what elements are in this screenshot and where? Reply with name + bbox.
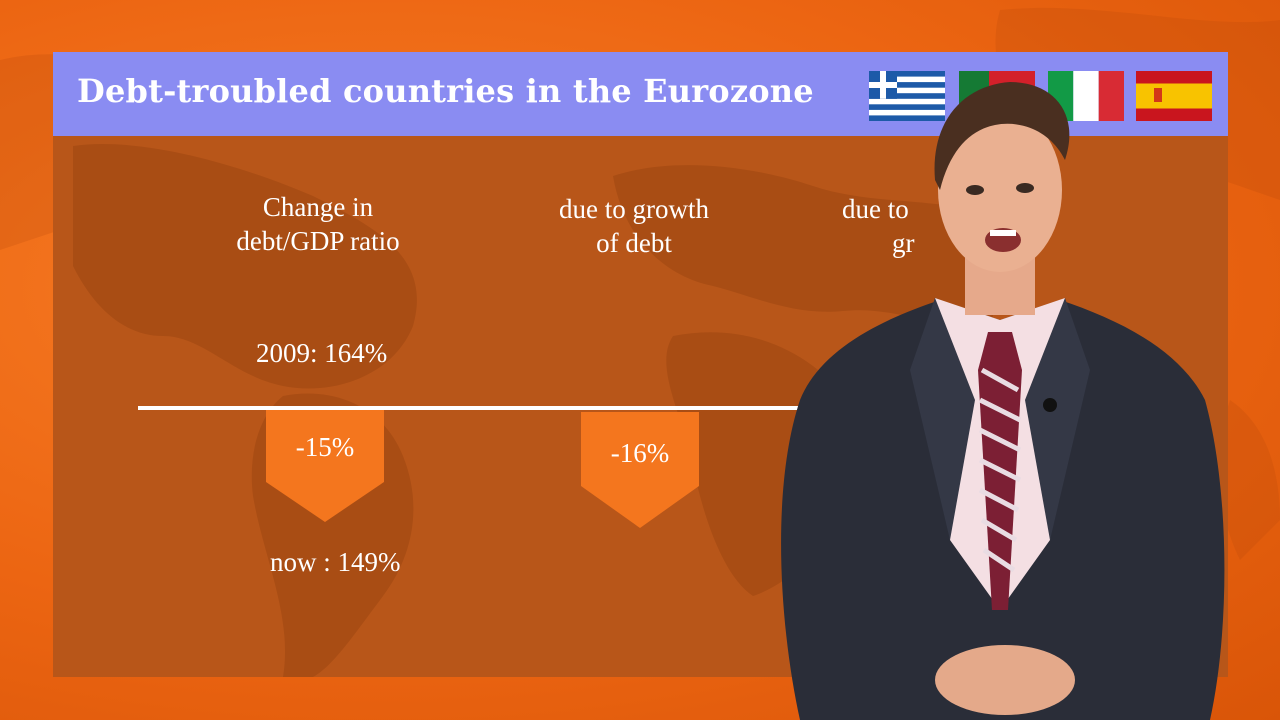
debt-growth-value: -16% — [610, 438, 670, 468]
spain-flag-icon — [1136, 71, 1212, 121]
change-value: -15% — [295, 432, 355, 462]
stat-now: now : 149% — [270, 547, 401, 577]
column-heading-change: Change in debt/GDP ratio — [236, 192, 400, 256]
debt-growth-arrow: -16% — [581, 412, 699, 528]
column-heading-debt-growth: due to growth of debt — [559, 194, 709, 258]
slide-title: Debt-troubled countries in the Eurozone — [77, 72, 814, 110]
stat-2009: 2009: 164% — [256, 338, 388, 368]
greece-flag-icon — [869, 71, 945, 121]
column-heading-gdp-growth: due to gr — [842, 194, 915, 258]
baseline — [138, 406, 818, 410]
presenter-image — [781, 82, 1225, 720]
change-arrow: -15% — [266, 410, 384, 522]
